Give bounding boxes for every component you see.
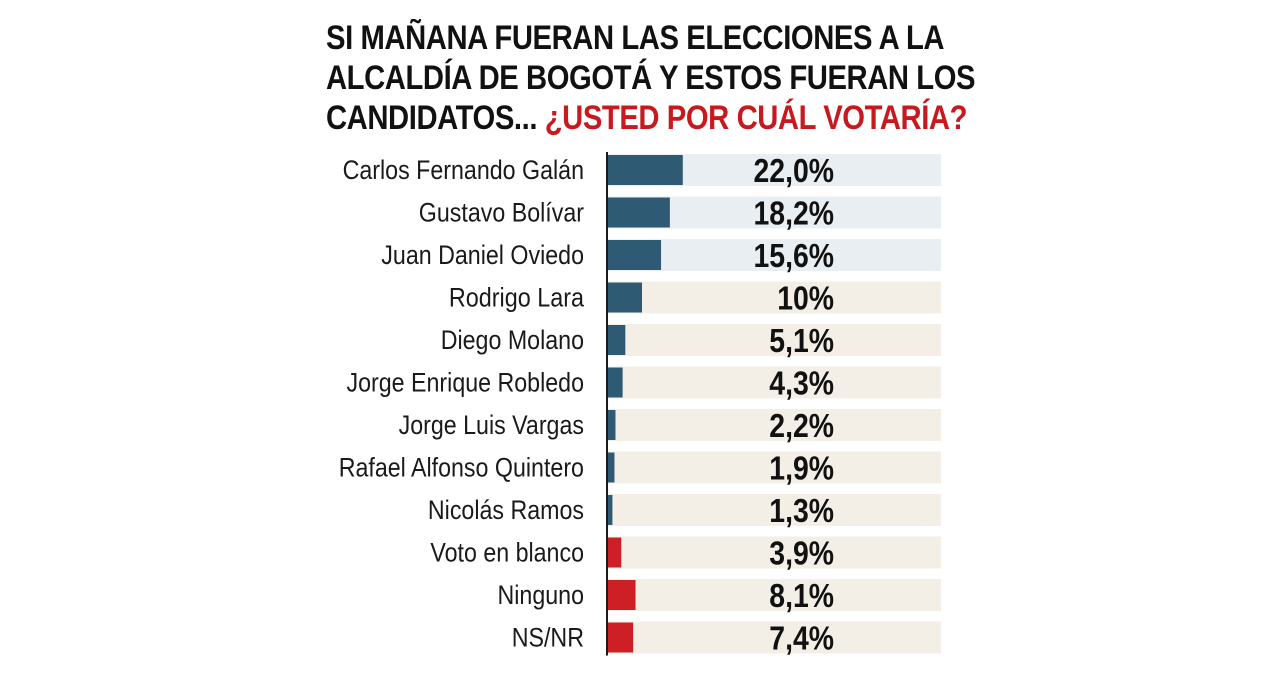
category-label: Rafael Alfonso Quintero xyxy=(339,453,584,483)
chart-row: Rafael Alfonso Quintero 1,9% xyxy=(339,450,941,487)
row-background xyxy=(607,281,941,314)
row-background xyxy=(607,579,941,611)
chart-rows: Carlos Fernando Galán 22,0% Gustavo Bolíva… xyxy=(339,152,941,657)
value-label: 8,1% xyxy=(769,577,834,614)
bar xyxy=(608,325,626,355)
bar xyxy=(608,155,683,185)
value-label: 2,2% xyxy=(769,407,834,444)
chart-row: Nicolás Ramos 1,3% xyxy=(428,492,941,529)
bar xyxy=(608,622,634,653)
category-label: Ninguno xyxy=(498,580,585,610)
value-label: 22,0% xyxy=(754,152,835,189)
category-label: Voto en blanco xyxy=(430,538,584,568)
row-background xyxy=(607,324,941,356)
category-label: Jorge Enrique Robledo xyxy=(347,368,585,398)
chart-row: Gustavo Bolívar 18,2% xyxy=(419,195,941,232)
category-label: Carlos Fernando Galán xyxy=(343,155,584,185)
value-label: 15,6% xyxy=(754,237,835,274)
bar xyxy=(608,452,615,483)
bar xyxy=(608,367,623,398)
bar xyxy=(608,282,642,313)
bar xyxy=(608,240,662,270)
category-label: Diego Molano xyxy=(441,325,584,355)
category-label: Juan Daniel Oviedo xyxy=(381,240,584,270)
value-label: 3,9% xyxy=(769,535,834,572)
row-background xyxy=(607,494,941,526)
category-label: NS/NR xyxy=(512,623,584,653)
value-label: 4,3% xyxy=(769,365,834,402)
bar xyxy=(608,495,613,525)
value-label: 1,9% xyxy=(769,450,834,487)
value-label: 18,2% xyxy=(754,195,835,232)
category-label: Nicolás Ramos xyxy=(428,495,584,525)
bar xyxy=(608,197,670,228)
value-label: 1,3% xyxy=(769,492,834,529)
row-background xyxy=(607,621,941,654)
category-label: Jorge Luis Vargas xyxy=(399,410,584,440)
title-line-2: ALCALDÍA DE BOGOTÁ Y ESTOS FUERAN LOS xyxy=(326,59,976,97)
value-label: 7,4% xyxy=(769,620,834,657)
row-background xyxy=(607,536,941,569)
value-label: 5,1% xyxy=(769,322,834,359)
chart-row: Carlos Fernando Galán 22,0% xyxy=(343,152,941,189)
bar xyxy=(608,537,622,568)
chart-row: Diego Molano 5,1% xyxy=(441,322,941,359)
row-background xyxy=(607,451,941,484)
bar xyxy=(608,410,616,440)
row-background xyxy=(607,409,941,441)
chart-row: Voto en blanco 3,9% xyxy=(430,535,941,572)
chart-title: SI MAÑANA FUERAN LAS ELECCIONES A LA ALC… xyxy=(326,18,976,138)
title-line-1: SI MAÑANA FUERAN LAS ELECCIONES A LA xyxy=(326,19,945,57)
category-label: Rodrigo Lara xyxy=(449,283,585,313)
row-background xyxy=(607,239,941,271)
chart-row: NS/NR 7,4% xyxy=(512,620,941,657)
title-question: ¿USTED POR CUÁL VOTARÍA? xyxy=(544,99,968,137)
chart-row: Juan Daniel Oviedo 15,6% xyxy=(381,237,941,274)
category-label: Gustavo Bolívar xyxy=(419,198,584,228)
bar xyxy=(608,580,636,610)
title-line-3-prefix: CANDIDATOS... xyxy=(326,99,538,137)
row-background xyxy=(607,366,941,399)
chart-row: Jorge Enrique Robledo 4,3% xyxy=(347,365,941,402)
chart-row: Ninguno 8,1% xyxy=(498,577,941,614)
chart-row: Rodrigo Lara 10% xyxy=(449,280,941,317)
value-label: 10% xyxy=(777,280,834,317)
chart-row: Jorge Luis Vargas 2,2% xyxy=(399,407,941,444)
title-line-3: CANDIDATOS... ¿USTED POR CUÁL VOTARÍA? xyxy=(326,98,967,138)
